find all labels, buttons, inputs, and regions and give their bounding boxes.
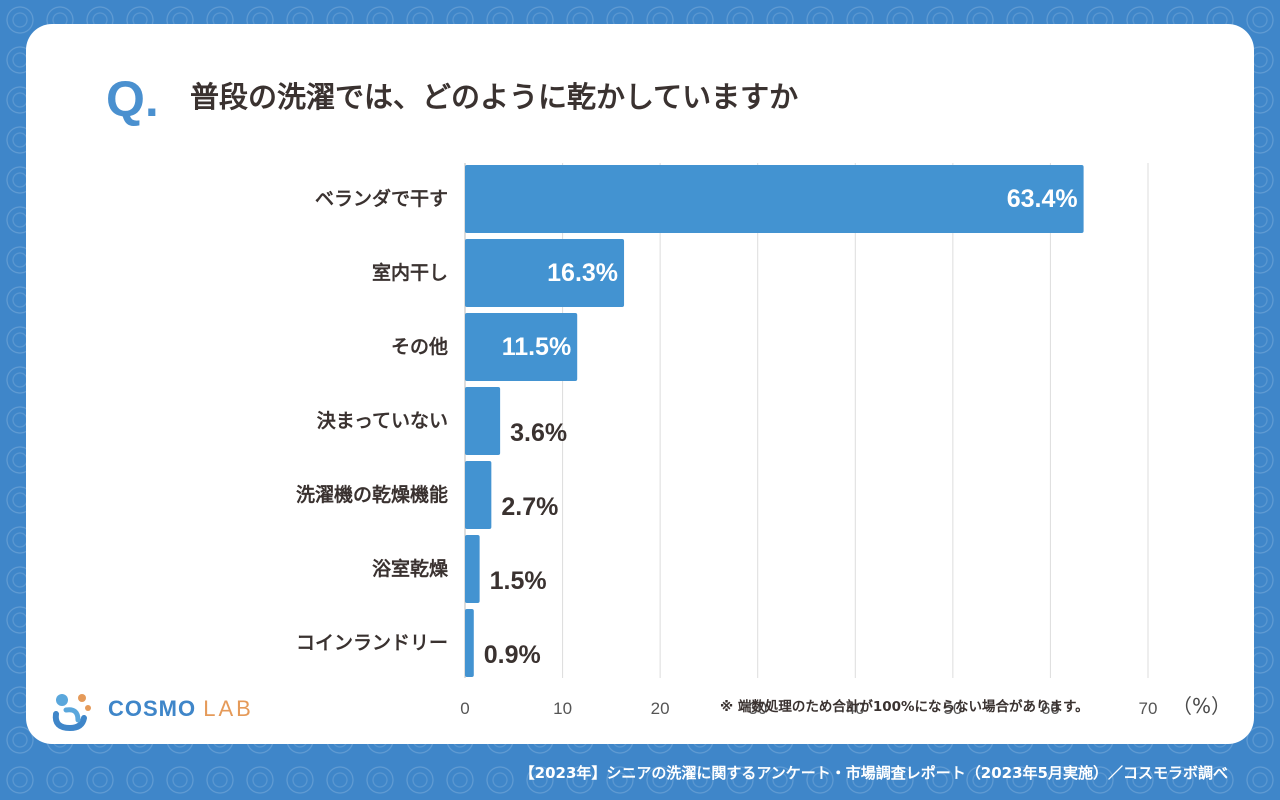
value-label-5: 1.5% (490, 567, 547, 595)
tick-label-40: 40 (846, 699, 865, 718)
category-label-5: 浴室乾燥 (372, 557, 449, 580)
category-label-4: 洗濯機の乾燥機能 (296, 483, 448, 506)
logo-mark-icon (52, 694, 91, 732)
category-label-6: コインランドリー (296, 632, 448, 654)
logo-name: COSMO (108, 696, 197, 721)
bar-6 (465, 609, 474, 677)
value-label-4: 2.7% (501, 493, 558, 521)
bar-5 (465, 535, 480, 603)
logo-text: COSMO LAB (108, 696, 254, 722)
rounding-note: ※ 端数処理のため合計が100%にならない場合があります。 (720, 699, 1089, 715)
bar-4 (465, 461, 492, 529)
category-label-0: ベランダで干す (315, 187, 448, 210)
tick-label-0: 0 (460, 699, 469, 718)
cosmo-lab-logo: COSMO LAB (48, 688, 251, 732)
question-title: 普段の洗濯では、どのように乾かしていますか (190, 80, 799, 114)
bar-2 (465, 313, 578, 381)
category-label-3: 決まっていない (317, 410, 448, 432)
value-label-0: 63.4% (1007, 185, 1078, 213)
tick-label-20: 20 (651, 699, 670, 718)
value-label-2: 11.5% (502, 333, 572, 361)
tick-label-70: 70 (1139, 699, 1158, 718)
value-label-1: 16.3% (547, 259, 618, 287)
tick-label-60: 60 (1041, 699, 1060, 718)
value-label-3: 3.6% (510, 419, 567, 447)
tick-label-10: 10 (553, 699, 572, 718)
bar-1 (465, 239, 625, 307)
value-label-6: 0.9% (484, 641, 541, 669)
question-mark: Q. (106, 71, 159, 127)
bar-0 (465, 165, 1084, 233)
bar-3 (465, 387, 501, 455)
axis-unit-label: （%） (1172, 694, 1232, 718)
tick-label-50: 50 (943, 699, 962, 718)
tick-label-30: 30 (748, 699, 767, 718)
logo-suffix: LAB (203, 696, 254, 721)
category-label-2: その他 (391, 335, 448, 358)
chart-card (26, 24, 1254, 744)
category-label-1: 室内干し (372, 261, 448, 284)
footer-source: 【2023年】シニアの洗濯に関するアンケート・市場調査レポート（2023年5月実… (519, 764, 1228, 782)
